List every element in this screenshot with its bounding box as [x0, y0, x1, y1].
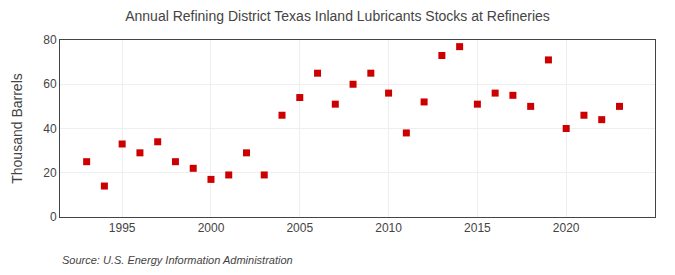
- svg-text:80: 80: [43, 33, 57, 47]
- svg-text:40: 40: [43, 122, 57, 136]
- svg-text:1995: 1995: [109, 221, 136, 235]
- svg-text:60: 60: [43, 77, 57, 91]
- svg-text:2000: 2000: [198, 221, 225, 235]
- svg-text:2020: 2020: [553, 221, 580, 235]
- svg-text:Annual Refining District Texas: Annual Refining District Texas Inland Lu…: [125, 8, 550, 24]
- svg-text:Source: U.S. Energy Informatio: Source: U.S. Energy Information Administ…: [62, 254, 293, 266]
- svg-text:0: 0: [50, 210, 57, 224]
- svg-text:2015: 2015: [464, 221, 491, 235]
- svg-text:20: 20: [43, 166, 57, 180]
- svg-text:2005: 2005: [286, 221, 313, 235]
- svg-text:Thousand Barrels: Thousand Barrels: [9, 73, 25, 184]
- svg-text:2010: 2010: [375, 221, 402, 235]
